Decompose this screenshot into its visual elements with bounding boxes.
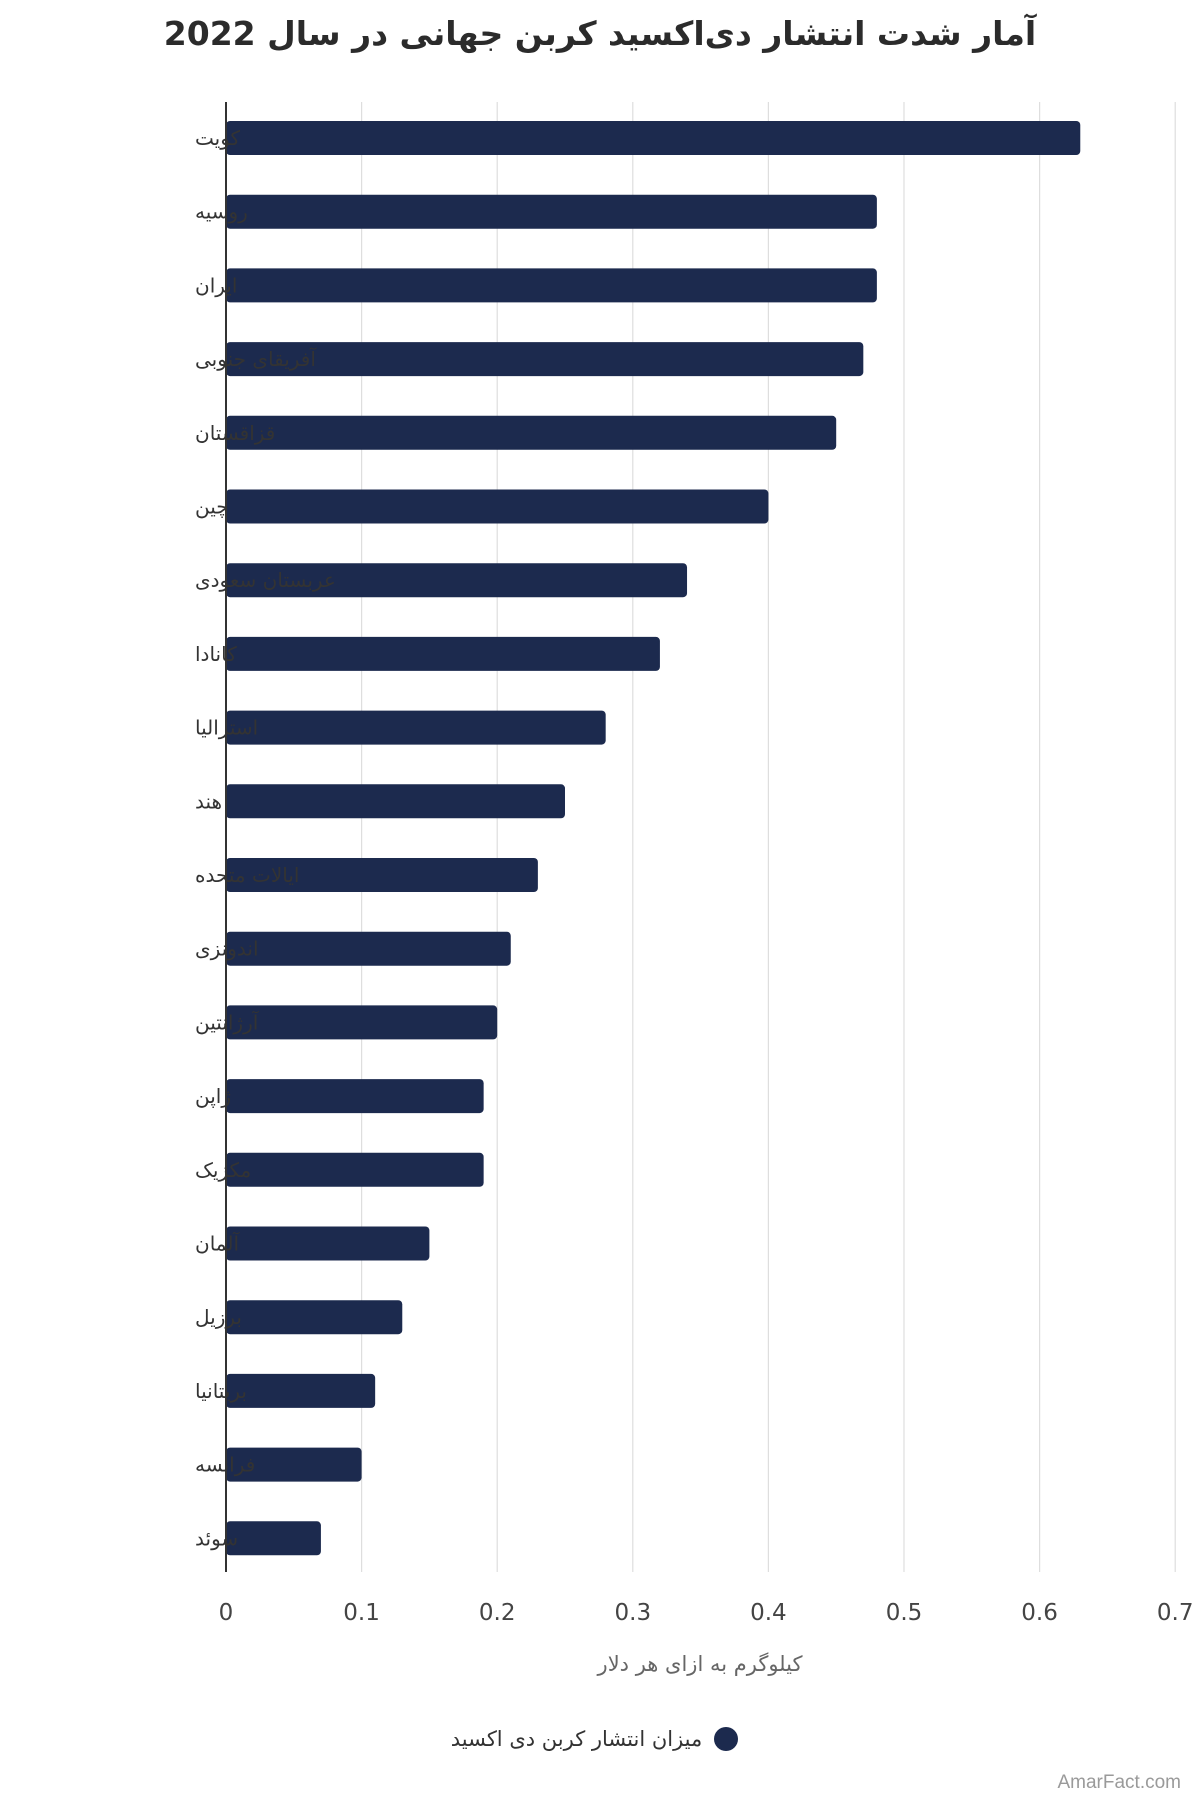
x-tick-labels: 0 0.1 0.2 0.3 0.4 0.5 0.6 0.7 — [219, 1600, 1194, 1626]
category-label: مکزیک — [195, 1158, 251, 1182]
bar — [226, 415, 837, 450]
gridlines — [361, 102, 1176, 1572]
bar — [226, 1079, 484, 1114]
bar — [226, 1447, 362, 1482]
bar — [226, 858, 538, 892]
bar — [226, 1005, 498, 1040]
category-label: برزیل — [195, 1305, 242, 1329]
category-label: آرژانتین — [195, 1009, 260, 1034]
bar — [226, 121, 1081, 155]
bar — [226, 1226, 430, 1261]
category-label: سوئد — [195, 1526, 238, 1550]
legend-label: میزان انتشار کربن دی اکسید — [450, 1727, 703, 1751]
bar — [226, 1373, 376, 1408]
legend[interactable]: میزان انتشار کربن دی اکسید — [0, 1726, 1189, 1751]
category-label: عربستان سعودی — [195, 568, 336, 592]
bar — [226, 194, 877, 229]
legend-marker-icon — [714, 1727, 739, 1751]
bar — [226, 1521, 321, 1556]
bar — [226, 636, 660, 671]
category-label: بریتانیا — [195, 1379, 247, 1403]
category-labels: کویت روسیه ایران آفریقای جنوبی قزاقستان چین عر… — [195, 126, 336, 1550]
category-label: کویت — [195, 126, 241, 150]
category-label: آلمان — [195, 1231, 240, 1256]
x-tick-label: 0.7 — [1157, 1600, 1194, 1626]
category-label: قزاقستان — [195, 421, 275, 445]
bar — [226, 563, 688, 598]
x-tick-label: 0.4 — [750, 1600, 787, 1626]
x-tick-label: 0.3 — [615, 1600, 652, 1626]
x-tick-label: 0.1 — [343, 1600, 380, 1626]
bars — [226, 121, 1081, 1556]
footer-credit: AmarFact.com — [1057, 1772, 1181, 1793]
x-tick-label: 0 — [219, 1600, 234, 1626]
bar — [226, 710, 606, 745]
bar — [226, 1300, 403, 1335]
x-axis-title: کیلوگرم به ازای هر دلار — [597, 1652, 803, 1676]
category-label: هند — [195, 789, 222, 813]
bar — [226, 1152, 484, 1187]
bar — [226, 784, 565, 819]
category-label: کانادا — [195, 642, 237, 666]
category-label: چین — [195, 495, 229, 519]
bar — [226, 342, 864, 377]
bar — [226, 931, 511, 966]
category-label: روسیه — [195, 200, 248, 224]
chart-title: آمار شدت انتشار دی‌اکسید کربن جهانی در س… — [163, 14, 1037, 53]
category-label: ایالات متحده — [195, 863, 299, 887]
category-label: ایران — [195, 273, 237, 297]
bar — [226, 489, 769, 524]
x-tick-label: 0.2 — [479, 1600, 516, 1626]
x-tick-label: 0.6 — [1021, 1600, 1058, 1626]
x-tick-label: 0.5 — [886, 1600, 923, 1626]
category-label: آفریقای جنوبی — [195, 346, 317, 371]
bar — [226, 268, 877, 303]
